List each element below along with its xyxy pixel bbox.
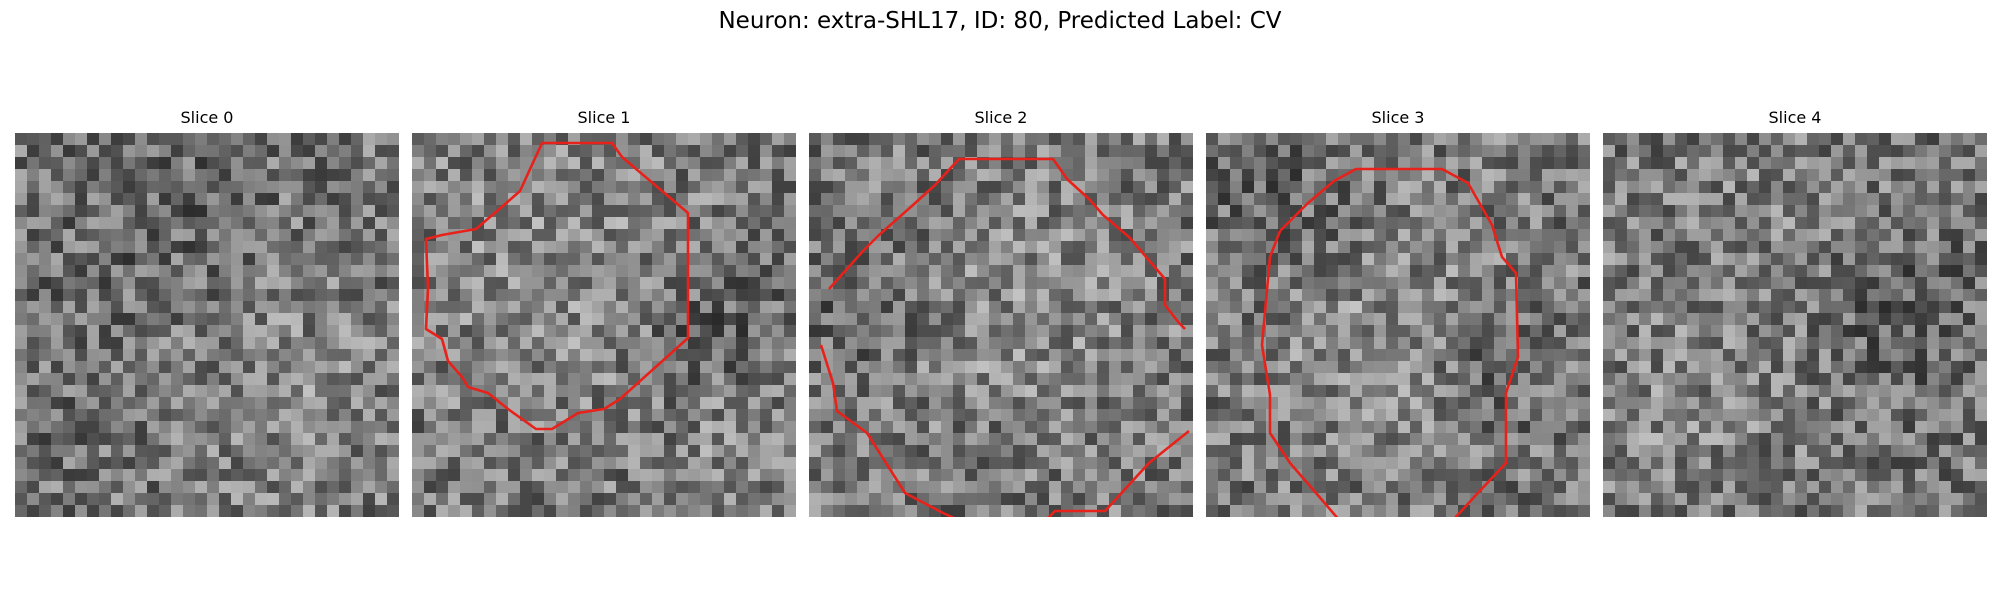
microscopy-slice-image [15,133,399,517]
microscopy-slice-image [412,133,796,517]
slice-title: Slice 3 [1371,108,1425,127]
segmentation-contour [1279,167,1520,517]
segmentation-contour [828,157,1186,330]
microscopy-slice-image [1603,133,1987,517]
segmentation-contour [424,141,690,431]
slice-title: Slice 1 [577,108,631,127]
figure-title: Neuron: extra-SHL17, ID: 80, Predicted L… [718,8,1282,34]
segmentation-contour [819,344,955,517]
slice-title: Slice 0 [180,108,234,127]
microscopy-slice-image [809,133,1193,517]
segmentation-contour [1047,429,1190,517]
segmentation-contour [1260,230,1339,517]
slice-title: Slice 4 [1768,108,1822,127]
slice-title: Slice 2 [974,108,1028,127]
microscopy-slice-image [1206,133,1590,517]
